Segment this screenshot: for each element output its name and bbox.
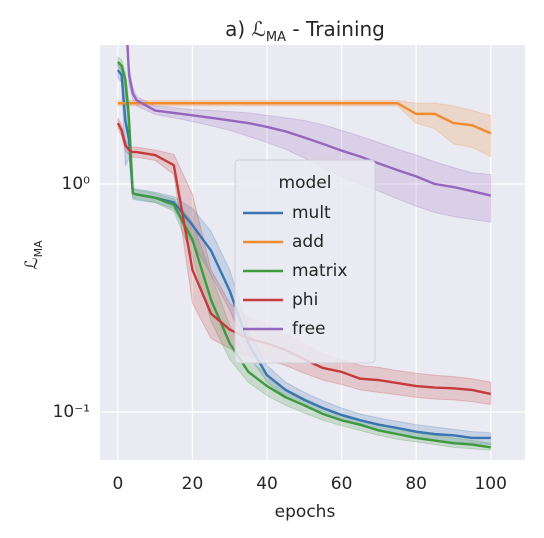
x-tick-label: 0: [112, 474, 123, 494]
x-tick-label: 40: [256, 474, 278, 494]
y-axis-label: ℒMA: [22, 240, 45, 270]
legend-label: free: [292, 319, 326, 339]
ylabel-sub: MA: [32, 240, 45, 257]
legend: model mult add matrix phi free: [234, 159, 376, 364]
legend-label: mult: [292, 203, 331, 223]
band: [117, 100, 492, 158]
chart-title: a) ℒMA - Training: [225, 17, 385, 46]
title-part: a) ℒ: [225, 17, 266, 41]
ylabel-part: ℒ: [22, 257, 42, 269]
legend-label: phi: [292, 290, 318, 310]
line: [117, 61, 491, 449]
labels: 0 20 40 60 80 100 10⁻¹ 10⁰: [53, 174, 507, 494]
legend-box: [234, 159, 376, 364]
band: [126, 45, 492, 223]
x-tick-label: 20: [182, 474, 204, 494]
band: [117, 61, 492, 446]
legend-title: model: [279, 173, 332, 193]
x-axis-label: epochs: [275, 502, 336, 522]
x-tick-label: 80: [405, 474, 427, 494]
line: [126, 45, 491, 197]
title-part: - Training: [286, 17, 385, 41]
x-tick-label: 60: [331, 474, 353, 494]
line: [117, 102, 492, 135]
bands: [117, 45, 492, 451]
band: [117, 56, 492, 451]
x-tick-label: 100: [474, 474, 506, 494]
y-tick-label: 10⁻¹: [53, 402, 90, 422]
y-tick-label: 10⁰: [62, 174, 91, 194]
title-sub: MA: [266, 30, 286, 45]
legend-label: matrix: [292, 261, 347, 281]
legend-label: add: [292, 232, 324, 252]
